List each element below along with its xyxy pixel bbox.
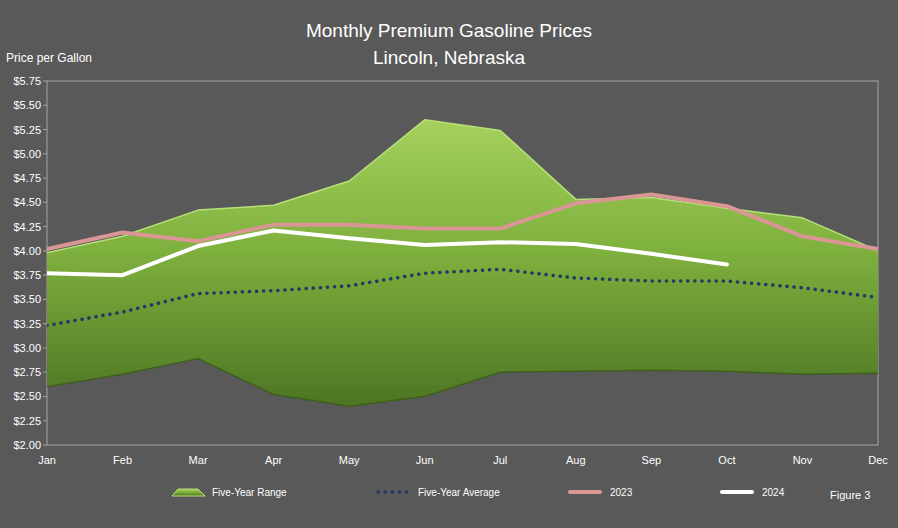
y-tick	[43, 275, 47, 276]
legend-label: 2023	[610, 487, 633, 498]
plot-frame	[47, 81, 878, 445]
y-tick	[43, 372, 47, 373]
y-tick	[43, 202, 47, 203]
y-tick	[43, 420, 47, 421]
chart: Monthly Premium Gasoline Prices Lincoln, …	[0, 0, 898, 528]
title: Monthly Premium Gasoline Prices	[306, 20, 592, 41]
legend-swatch	[172, 489, 205, 496]
y-tick-label: $5.75	[13, 75, 41, 87]
y-tick-label: $4.75	[13, 172, 41, 184]
legend: Five-Year Range Five-Year Average 2023 2024	[172, 487, 785, 498]
series-line	[47, 269, 878, 325]
y-tick	[43, 129, 47, 130]
y-tick	[43, 153, 47, 154]
y-tick-label: $5.00	[13, 148, 41, 160]
range-area	[47, 120, 878, 406]
range-edge	[47, 359, 878, 407]
annotation: Figure 3	[830, 489, 870, 501]
y-tick-label: $3.50	[13, 293, 41, 305]
y-tick	[43, 299, 47, 300]
y-tick-label: $2.75	[13, 366, 41, 378]
range-edge	[47, 120, 878, 253]
x-tick-label: Apr	[265, 454, 282, 466]
x-tick-label: May	[339, 454, 360, 466]
y-tick-label: $4.50	[13, 196, 41, 208]
legend-swatch	[722, 490, 752, 494]
legend-swatch	[378, 490, 408, 494]
subtitle: Lincoln, Nebraska	[373, 47, 526, 68]
y-tick	[43, 347, 47, 348]
series-line	[47, 230, 727, 275]
x-tick-label: Dec	[868, 454, 888, 466]
y-tick-label: $5.25	[13, 124, 41, 136]
legend-label: Five-Year Range	[212, 487, 287, 498]
y-tick-label: $4.25	[13, 221, 41, 233]
y-tick	[43, 105, 47, 106]
y-tick	[43, 226, 47, 227]
x-tick-label: Jul	[493, 454, 507, 466]
y-tick-label: $5.50	[13, 99, 41, 111]
y-tick-label: $3.75	[13, 269, 41, 281]
x-tick-label: Mar	[189, 454, 208, 466]
y-tick	[43, 178, 47, 179]
x-tick-label: Jun	[416, 454, 434, 466]
y-axis-label: Price per Gallon	[6, 51, 92, 65]
y-tick-label: $3.00	[13, 342, 41, 354]
plot-marks	[47, 120, 878, 406]
y-tick	[43, 323, 47, 324]
y-tick	[43, 445, 47, 446]
y-tick	[43, 81, 47, 82]
series-line	[47, 195, 878, 249]
legend-label: Five-Year Average	[418, 487, 500, 498]
y-tick-label: $3.25	[13, 318, 41, 330]
background	[0, 0, 898, 528]
x-tick-label: Sep	[642, 454, 662, 466]
y-tick-label: $2.25	[13, 415, 41, 427]
x-tick-label: Nov	[793, 454, 813, 466]
x-tick-label: Oct	[718, 454, 735, 466]
y-tick	[43, 396, 47, 397]
x-tick-label: Feb	[113, 454, 132, 466]
y-tick	[43, 250, 47, 251]
x-tick-label: Jan	[38, 454, 56, 466]
x-tick-label: Aug	[566, 454, 586, 466]
legend-swatch	[570, 490, 600, 494]
y-tick-label: $2.00	[13, 439, 41, 451]
y-tick-label: $4.00	[13, 245, 41, 257]
legend-label: 2024	[762, 487, 785, 498]
y-tick-label: $2.50	[13, 390, 41, 402]
